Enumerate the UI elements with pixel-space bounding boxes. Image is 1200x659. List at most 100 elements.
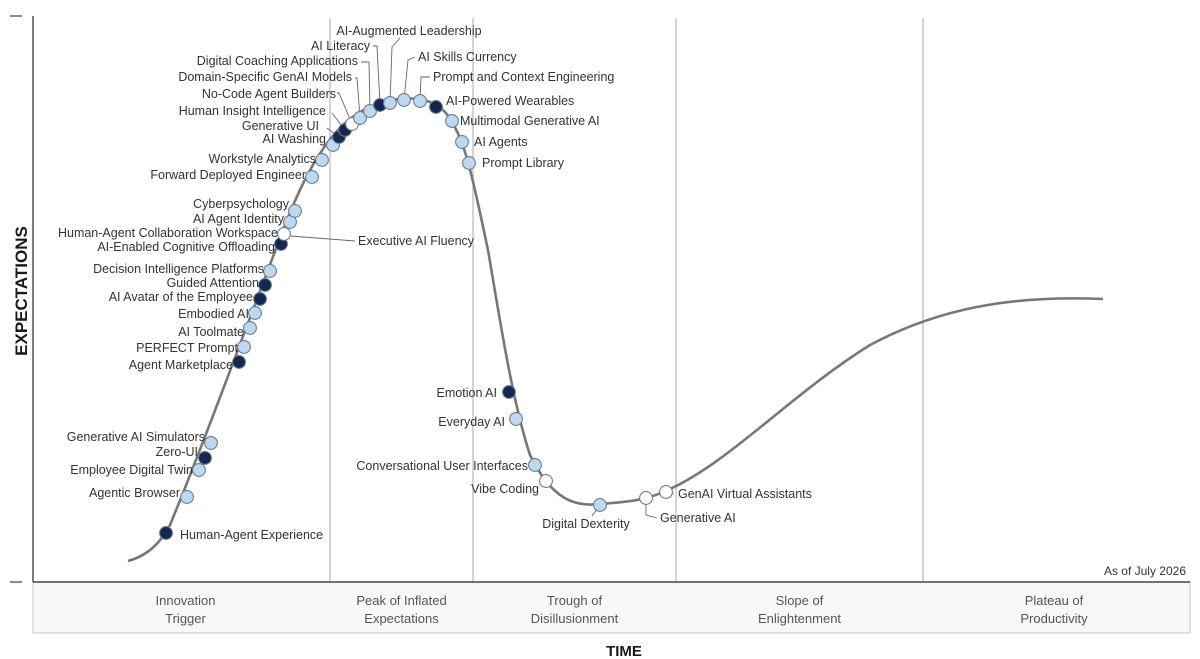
point-human-agent-collaboration-workspace — [277, 227, 291, 241]
label-domain-specific-genai-models: Domain-Specific GenAI Models — [178, 70, 352, 84]
axes — [10, 15, 1191, 634]
label-genai-virtual-assistants: GenAI Virtual Assistants — [678, 487, 812, 501]
leader-ai-augmented-leadership — [389, 37, 401, 104]
point-digital-coaching-applications — [363, 104, 377, 118]
label-cyberpsychology: Cyberpsychology — [193, 197, 290, 211]
point-genai-virtual-assistants — [659, 485, 673, 499]
label-employee-digital-twin: Employee Digital Twin — [70, 463, 193, 477]
leader-prompt-and-context-engineering — [419, 76, 430, 102]
phase-dividers — [329, 18, 924, 633]
label-human-agent-experience: Human-Agent Experience — [180, 528, 323, 542]
label-ai-avatar-of-the-employee: AI Avatar of the Employee — [109, 290, 253, 304]
phase-label-5-line-2: Productivity — [1020, 611, 1088, 626]
label-generative-ai: Generative AI — [660, 511, 736, 525]
leader-domain-specific-genai-models — [355, 77, 361, 119]
label-generative-ai-simulators: Generative AI Simulators — [67, 430, 205, 444]
label-prompt-and-context-engineering: Prompt and Context Engineering — [433, 70, 614, 84]
phase-label-1-line-2: Trigger — [165, 611, 206, 626]
point-embodied-ai — [248, 306, 262, 320]
label-human-agent-collaboration-workspace: Human-Agent Collaboration Workspace — [58, 226, 278, 240]
label-embodied-ai: Embodied AI — [178, 307, 249, 321]
label-digital-dexterity: Digital Dexterity — [542, 517, 630, 531]
phase-label-3: Trough of Disillusionment — [531, 593, 619, 626]
label-ai-enabled-cognitive-offloading: AI-Enabled Cognitive Offloading — [97, 240, 275, 254]
x-axis-title: TIME — [606, 643, 642, 659]
phase-labels: Innovation Trigger Peak of Inflated Expecta… — [156, 593, 1089, 626]
leader-executive-ai-fluency — [290, 235, 356, 242]
hype-curve — [127, 97, 1104, 563]
leader-ai-literacy — [373, 45, 381, 106]
point-perfect-prompt — [237, 340, 251, 354]
point-ai-skills-currency — [397, 93, 411, 107]
point-prompt-and-context-engineering — [413, 94, 427, 108]
point-agent-marketplace — [232, 355, 246, 369]
point-forward-deployed-engineer — [305, 170, 319, 184]
leader-no-code-agent-builders — [337, 92, 353, 125]
point-everyday-ai — [509, 412, 523, 426]
point-ai-avatar-of-the-employee — [253, 292, 267, 306]
label-emotion-ai: Emotion AI — [437, 386, 497, 400]
label-agent-marketplace: Agent Marketplace — [129, 358, 233, 372]
phase-label-5-line-1: Plateau of — [1025, 593, 1084, 608]
label-human-insight-intelligence: Human Insight Intelligence — [179, 104, 326, 118]
phase-label-4-line-1: Slope of — [776, 593, 824, 608]
phase-label-1: Innovation Trigger — [156, 593, 216, 626]
leader-digital-coaching-applications — [361, 61, 371, 112]
phase-label-3-line-2: Disillusionment — [531, 611, 619, 626]
label-no-code-agent-builders: No-Code Agent Builders — [202, 87, 336, 101]
point-decision-intelligence-platforms — [263, 264, 277, 278]
label-ai-agents: AI Agents — [474, 135, 528, 149]
phase-band — [32, 581, 1191, 634]
point-agentic-browser — [180, 490, 194, 504]
label-ai-washing: AI Washing — [263, 132, 327, 146]
phase-label-4: Slope of Enlightenment — [758, 593, 841, 626]
label-prompt-library: Prompt Library — [482, 156, 565, 170]
label-vibe-coding: Vibe Coding — [471, 482, 539, 496]
label-conversational-user-interfaces: Conversational User Interfaces — [356, 459, 528, 473]
label-zero-ui: Zero-UI — [156, 445, 198, 459]
point-digital-dexterity — [593, 498, 607, 512]
point-emotion-ai — [502, 385, 516, 399]
point-workstyle-analytics — [315, 153, 329, 167]
phase-label-4-line-2: Enlightenment — [758, 611, 841, 626]
point-ai-powered-wearables — [429, 100, 443, 114]
point-human-agent-experience — [159, 526, 173, 540]
label-ai-augmented-leadership: AI-Augmented Leadership — [336, 24, 481, 38]
point-cyberpsychology — [288, 204, 302, 218]
label-everyday-ai: Everyday AI — [438, 415, 505, 429]
phase-label-2: Peak of Inflated Expectations — [356, 593, 446, 626]
point-prompt-library — [462, 156, 476, 170]
point-vibe-coding — [539, 474, 553, 488]
innovation-labels: Human-Agent Experience Agentic Browser Emp… — [58, 24, 812, 542]
point-ai-augmented-leadership — [383, 96, 397, 110]
as-of-note: As of July 2026 — [1104, 564, 1186, 578]
label-perfect-prompt: PERFECT Prompt — [136, 341, 238, 355]
label-digital-coaching-applications: Digital Coaching Applications — [197, 54, 358, 68]
point-generative-ai — [639, 491, 653, 505]
label-generative-ui: Generative UI — [242, 119, 319, 133]
phase-label-2-line-2: Expectations — [364, 611, 439, 626]
label-executive-ai-fluency: Executive AI Fluency — [358, 234, 475, 248]
y-axis-title: EXPECTATIONS — [12, 226, 31, 356]
point-guided-attention — [258, 278, 272, 292]
label-workstyle-analytics: Workstyle Analytics — [209, 152, 316, 166]
label-ai-literacy: AI Literacy — [311, 39, 371, 53]
point-domain-specific-genai-models — [353, 111, 367, 125]
point-conversational-user-interfaces — [528, 458, 542, 472]
point-ai-toolmate — [243, 321, 257, 335]
innovation-points — [159, 93, 673, 540]
phase-label-3-line-1: Trough of — [547, 593, 603, 608]
point-zero-ui — [198, 451, 212, 465]
label-ai-powered-wearables: AI-Powered Wearables — [446, 94, 574, 108]
phase-label-1-line-1: Innovation — [156, 593, 216, 608]
label-guided-attention: Guided Attention — [167, 276, 259, 290]
point-generative-ai-simulators — [204, 436, 218, 450]
point-ai-agents — [455, 135, 469, 149]
label-decision-intelligence-platforms: Decision Intelligence Platforms — [93, 262, 264, 276]
label-ai-agent-identity: AI Agent Identity — [193, 212, 285, 226]
label-ai-skills-currency: AI Skills Currency — [418, 50, 517, 64]
label-forward-deployed-engineer: Forward Deployed Engineer — [150, 168, 306, 182]
label-agentic-browser: Agentic Browser — [89, 486, 180, 500]
